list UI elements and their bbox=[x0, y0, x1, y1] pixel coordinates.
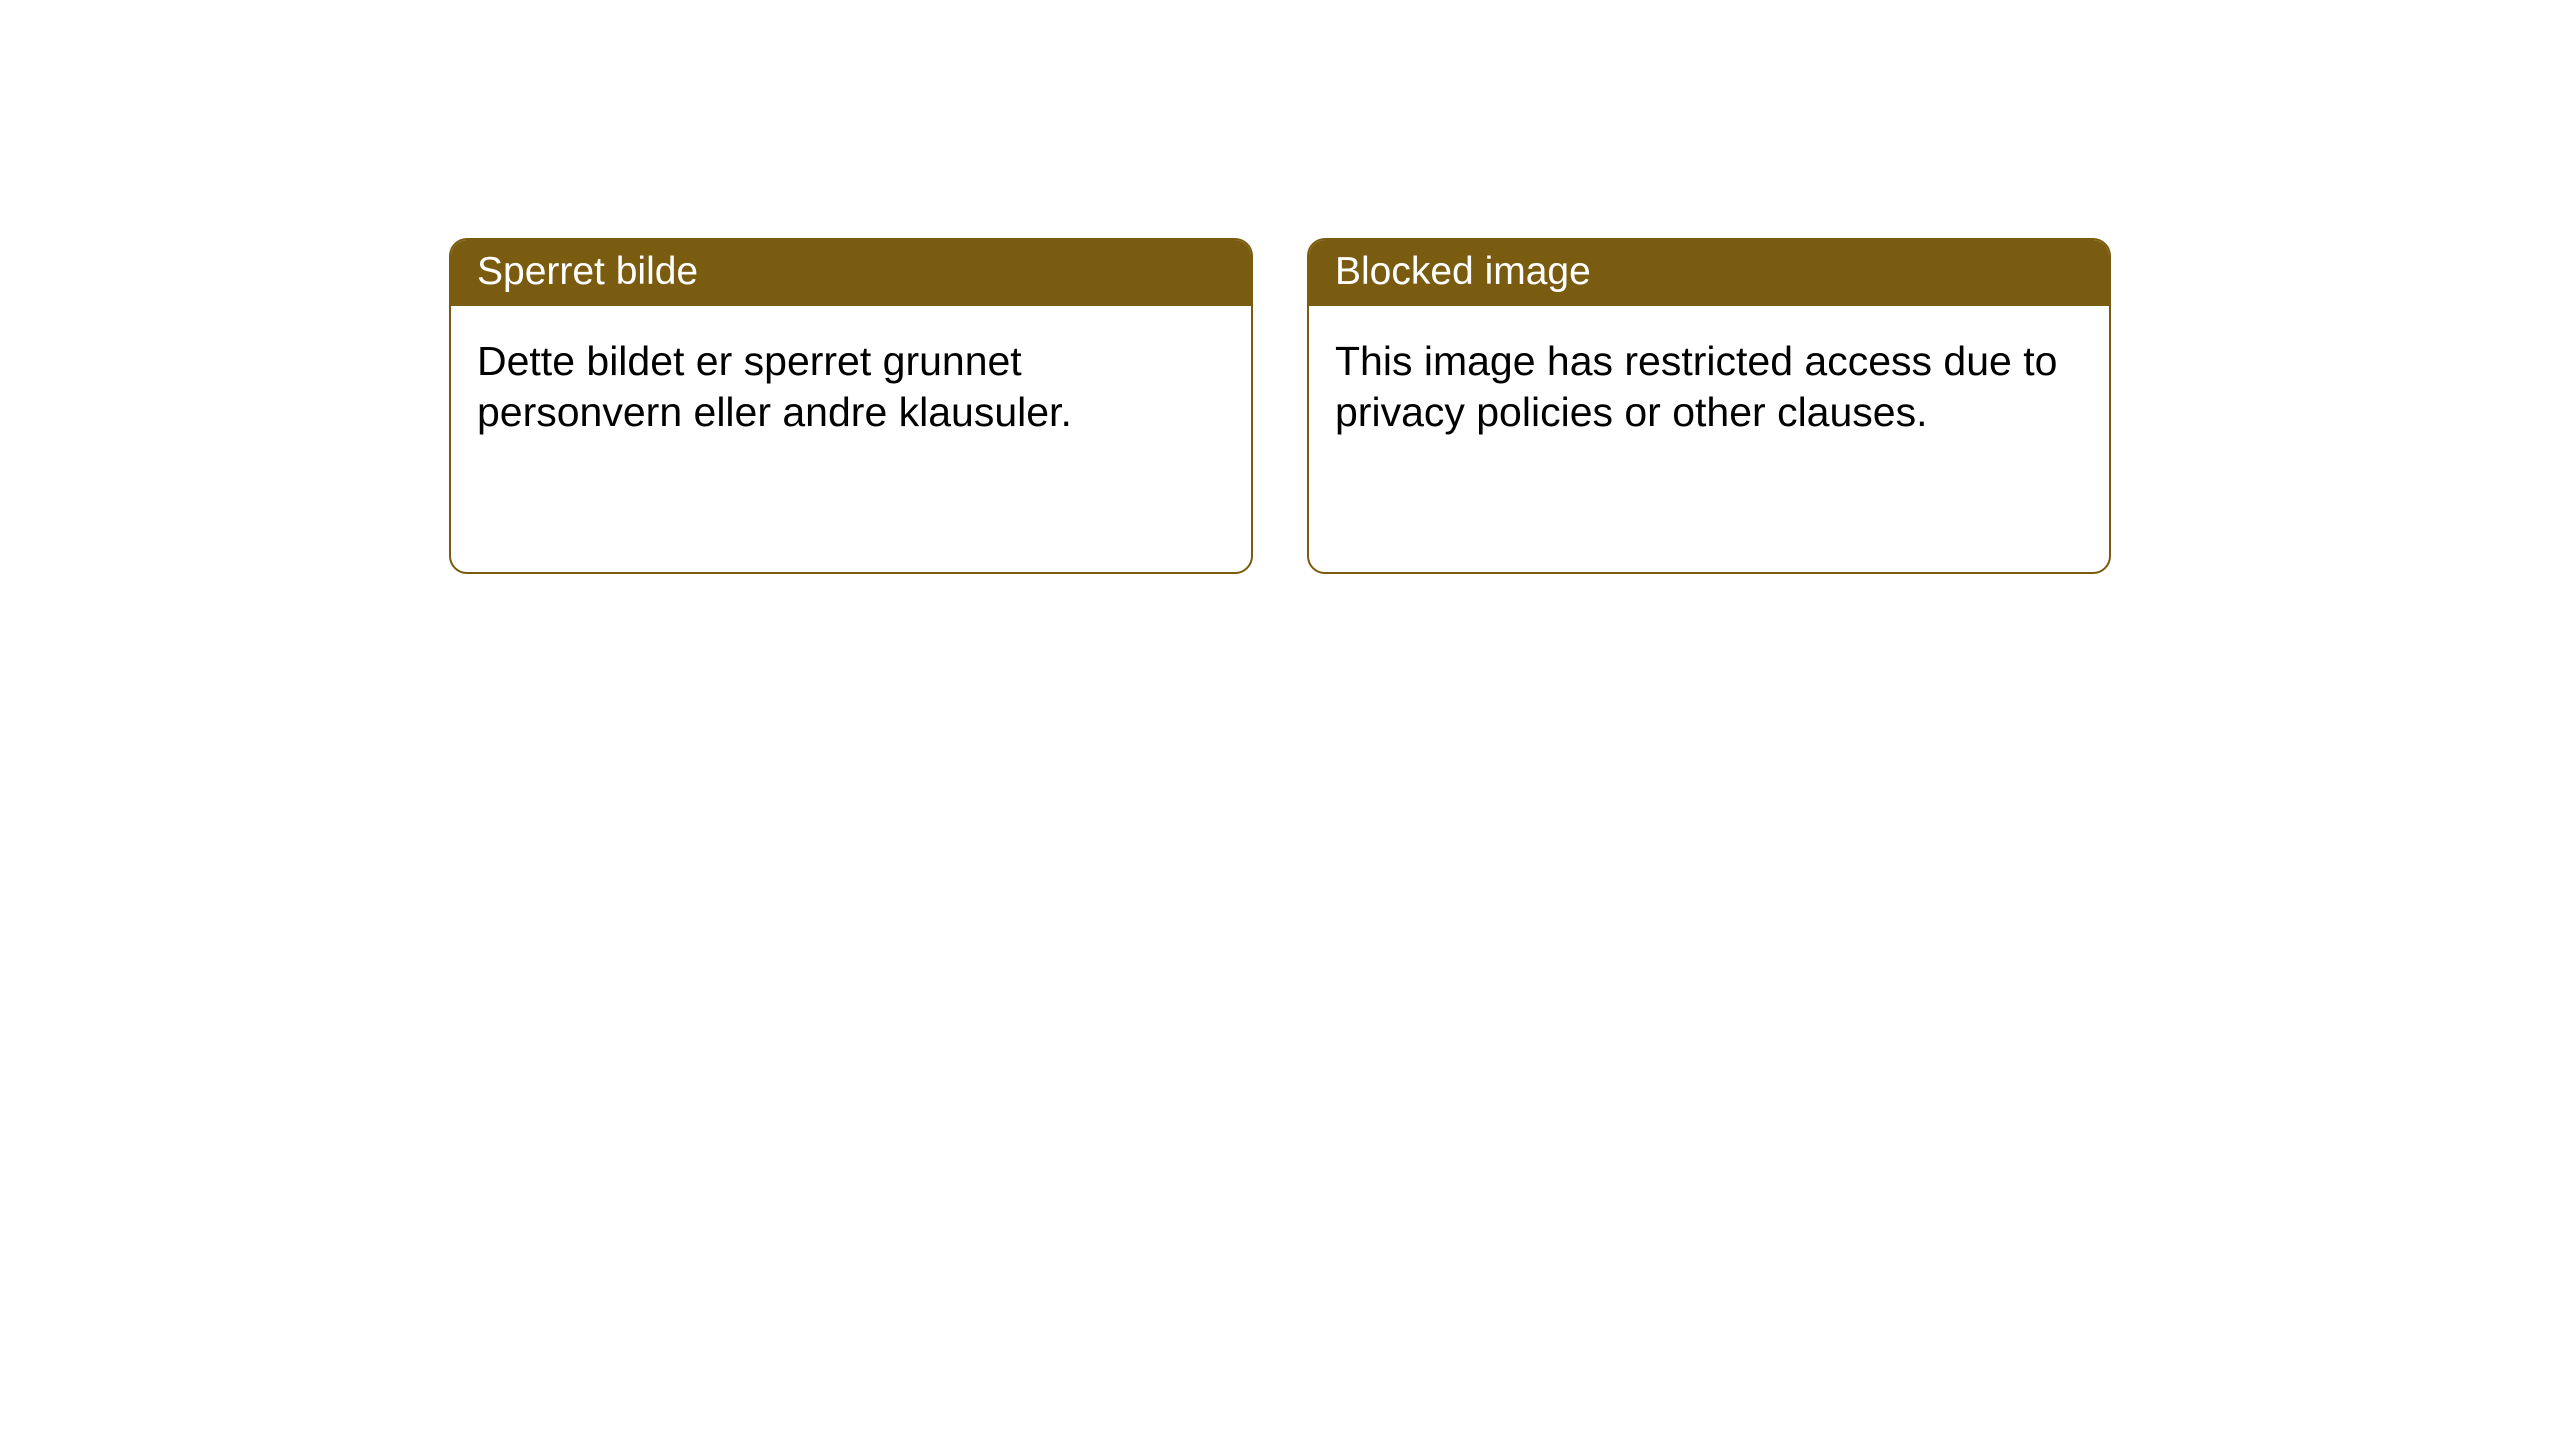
notice-body-text: This image has restricted access due to … bbox=[1335, 338, 2057, 435]
notice-box-english: Blocked image This image has restricted … bbox=[1307, 238, 2111, 574]
notice-body-text: Dette bildet er sperret grunnet personve… bbox=[477, 338, 1072, 435]
notice-header: Blocked image bbox=[1309, 240, 2109, 306]
notice-box-norwegian: Sperret bilde Dette bildet er sperret gr… bbox=[449, 238, 1253, 574]
notice-title: Sperret bilde bbox=[477, 250, 698, 293]
notice-title: Blocked image bbox=[1335, 250, 1591, 293]
notice-body: Dette bildet er sperret grunnet personve… bbox=[451, 306, 1251, 465]
notice-body: This image has restricted access due to … bbox=[1309, 306, 2109, 465]
notice-header: Sperret bilde bbox=[451, 240, 1251, 306]
notice-container: Sperret bilde Dette bildet er sperret gr… bbox=[0, 0, 2560, 574]
